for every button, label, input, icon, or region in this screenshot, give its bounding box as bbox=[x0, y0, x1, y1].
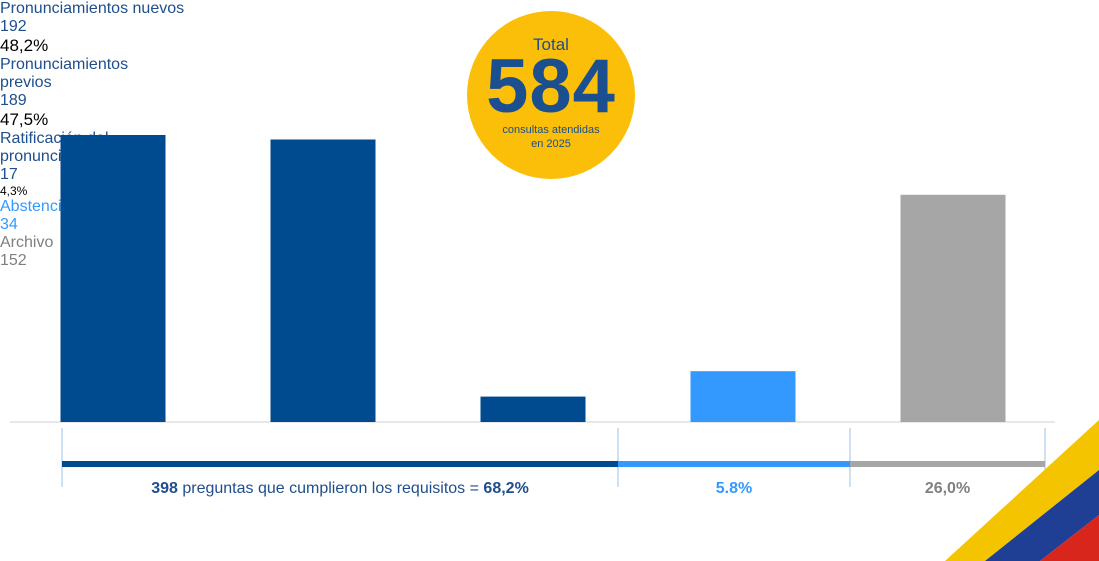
bar bbox=[270, 139, 376, 422]
category-label: Pronunciamientos nuevos bbox=[0, 0, 185, 17]
bar bbox=[60, 135, 166, 422]
bar bbox=[690, 371, 796, 422]
bar bbox=[900, 194, 1006, 422]
segment-bar bbox=[62, 461, 618, 467]
share-label: 4,3% bbox=[0, 184, 28, 198]
category-label: Pronunciamientos previos bbox=[0, 56, 129, 91]
segment-dividers bbox=[61, 428, 1046, 487]
total-badge bbox=[467, 11, 635, 179]
summary-text: preguntas que cumplieron los requisitos … bbox=[182, 480, 479, 497]
flag-decoration bbox=[945, 420, 1099, 561]
summary: 398 preguntas que cumplieron los requisi… bbox=[62, 480, 618, 498]
segment-label: 26,0% bbox=[924, 480, 971, 497]
share-label: 48,2% bbox=[0, 36, 49, 55]
bar-label: Archivo 152 bbox=[0, 234, 150, 270]
bar-label: Pronunciamientos previos 189 bbox=[0, 56, 150, 110]
summary-percent: 68,2% bbox=[483, 480, 529, 497]
segment-label: 5.8% bbox=[715, 480, 753, 497]
value-label: 192 bbox=[0, 18, 27, 35]
total-value: 584 bbox=[486, 44, 616, 129]
value-label: 17 bbox=[0, 166, 18, 183]
segment-bar bbox=[850, 461, 1045, 467]
value-label: 189 bbox=[0, 92, 27, 109]
bar bbox=[480, 396, 586, 422]
total-title: Total bbox=[533, 35, 569, 54]
segment-bar bbox=[618, 461, 850, 467]
category-label: Archivo bbox=[0, 234, 54, 251]
total-text: Total 584 consultas atendidas en 2025 bbox=[467, 11, 635, 179]
bar-label: Pronunciamientos nuevos 192 bbox=[0, 0, 210, 36]
value-label: 34 bbox=[0, 216, 18, 233]
value-label: 152 bbox=[0, 252, 27, 269]
summary-count: 398 bbox=[151, 480, 178, 497]
share-label: 47,5% bbox=[0, 110, 49, 129]
total-caption: consultas atendidas en 2025 bbox=[502, 124, 600, 150]
